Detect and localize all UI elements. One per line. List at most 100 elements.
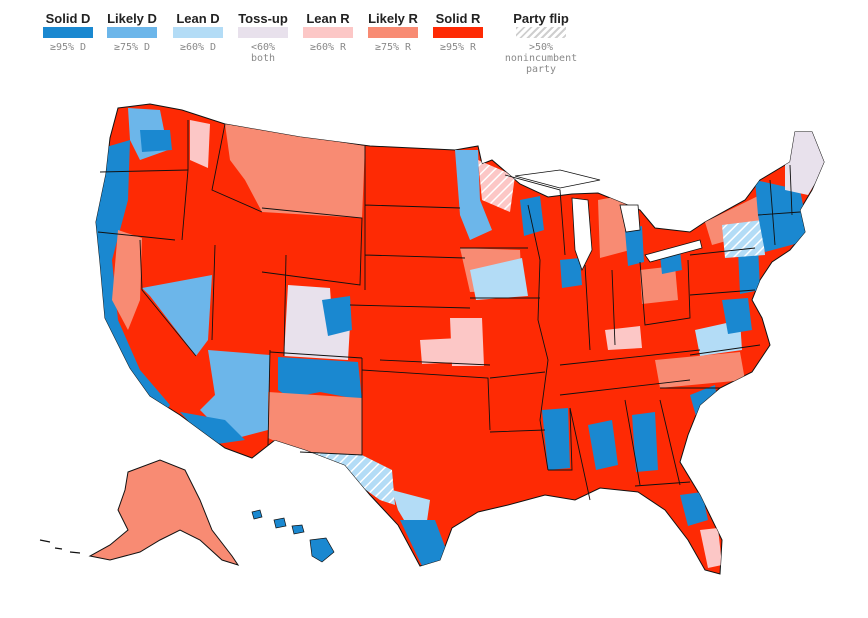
lake-huron [619, 204, 641, 233]
legend-note: ≥60% D [179, 42, 217, 53]
border-id [181, 120, 189, 241]
legend-note: ≥60% R [309, 42, 347, 53]
region-north-carolina-likely-r [655, 352, 745, 388]
legend-item-likely-r: Likely R ≥75% R [357, 10, 429, 53]
region-pacific-coast-solid-d [96, 140, 170, 420]
legend-note: ≥75% R [374, 42, 412, 53]
region-new-england-solid-d [755, 180, 810, 252]
legend-item-toss-up: Toss-up <60% both [227, 10, 299, 64]
region-new-mexico-solid-d [278, 357, 362, 400]
legend-swatch [433, 27, 483, 38]
region-ohio-likely-r [640, 266, 678, 304]
border-az-nm [267, 349, 271, 446]
hawaii-big-island [309, 537, 335, 563]
region-nebraska-lean-r [420, 338, 462, 364]
border-wi-mi [504, 174, 566, 256]
legend-swatch [238, 27, 288, 38]
hatch-swatch [516, 27, 566, 38]
legend-note: nonincumbent [504, 53, 578, 64]
legend-label: Lean R [306, 11, 350, 26]
region-minnesota-flip [478, 160, 515, 212]
legend-note: >50% [528, 42, 554, 53]
region-minnesota-likely-d [455, 150, 492, 240]
lake-erie [644, 239, 703, 263]
region-new-york-flip [722, 220, 765, 258]
border-tn-ky [559, 349, 701, 396]
border-nv-ut [211, 244, 216, 341]
border-mt-id [211, 123, 263, 213]
legend-label: Toss-up [238, 11, 288, 26]
border-ca-nv [139, 239, 197, 357]
map-svg [39, 103, 825, 575]
border-mississippi-river [527, 204, 549, 471]
border-la-ms [548, 407, 591, 501]
map-legend: Solid D ≥95% D Likely D ≥75% D Lean D ≥6… [0, 0, 868, 90]
region-denver-solid-d [322, 296, 352, 336]
border-pa-ny [689, 247, 756, 296]
border-ne-ks [349, 304, 491, 366]
legend-swatch [303, 27, 353, 38]
hawaii-maui [291, 524, 305, 535]
legend-swatch [173, 27, 223, 38]
region-chicago-solid-d [560, 258, 582, 288]
alaska-islands [39, 539, 81, 554]
legend-item-likely-d: Likely D ≥75% D [96, 10, 168, 53]
region-georgia-solid-d [588, 420, 618, 470]
region-colorado-tossup [284, 285, 350, 360]
border-wa-or [99, 169, 189, 173]
region-texas-rio-solid-d [400, 520, 450, 566]
region-pennsylvania-solid-d [738, 246, 760, 294]
hawaii [251, 509, 335, 563]
border-ok-tx [361, 369, 491, 431]
legend-label: Party flip [513, 11, 569, 26]
border-al-ga [624, 399, 681, 486]
legend-item-solid-r: Solid R ≥95% R [422, 10, 494, 53]
border-il-in [584, 264, 616, 351]
border-new-england [757, 164, 801, 246]
region-idaho-lean-r [190, 120, 210, 168]
region-nevada-likely-d [142, 275, 212, 356]
legend-item-lean-d: Lean D ≥60% D [162, 10, 234, 53]
legend-note: ≥75% D [113, 42, 151, 53]
border-dakotas [364, 146, 466, 290]
region-florida-solid-d [680, 492, 708, 526]
border-wy [261, 207, 363, 286]
region-new-mexico-likely-r [268, 392, 362, 455]
region-arizona-south-solid-d [180, 412, 245, 445]
border-nm-tx [299, 358, 363, 456]
state-borders [97, 120, 801, 501]
legend-swatch [368, 27, 418, 38]
region-wisconsin-solid-d [520, 196, 544, 236]
legend-note: <60% [250, 42, 276, 53]
legend-label: Solid R [435, 11, 481, 26]
region-kentucky-lean-r [605, 326, 642, 350]
region-michigan-solid-d [625, 226, 644, 266]
us-district-map [0, 90, 868, 618]
lake-michigan [571, 197, 593, 272]
border-ut-co [283, 254, 287, 357]
legend-label: Likely D [107, 11, 157, 26]
legend-item-solid-d: Solid D ≥95% D [32, 10, 104, 53]
hawaii-kauai [251, 509, 263, 520]
legend-item-party-flip: Party flip >50% nonincumbent party [502, 10, 580, 75]
region-virginia-solid-d [722, 298, 752, 334]
region-california-likely-r [112, 230, 142, 330]
border-co-nm [269, 351, 363, 359]
region-iowa-lean-d [470, 258, 528, 300]
legend-swatch [43, 27, 93, 38]
lake-superior [514, 169, 601, 189]
region-maine-tossup [785, 130, 824, 195]
border-va-nc [689, 344, 761, 356]
region-montana-likely-r [225, 124, 365, 218]
legend-label: Solid D [45, 11, 91, 26]
legend-label: Lean D [176, 11, 220, 26]
border-ga-fl [634, 481, 691, 487]
legend-swatch [107, 27, 157, 38]
legend-note: party [525, 64, 557, 75]
region-portland-solid-d [140, 130, 172, 152]
border-oh [639, 259, 691, 326]
district-regions [96, 108, 824, 568]
legend-note: ≥95% D [49, 42, 87, 53]
border-ar [489, 371, 546, 433]
legend-item-lean-r: Lean R ≥60% R [292, 10, 364, 53]
